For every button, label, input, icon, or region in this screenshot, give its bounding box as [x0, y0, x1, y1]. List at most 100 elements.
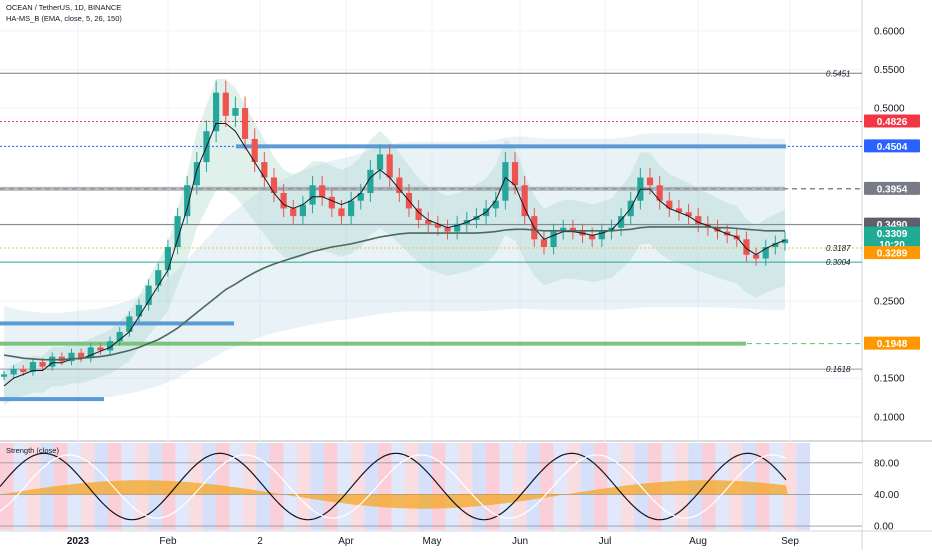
- osc-stripe: [243, 443, 257, 530]
- blue-zone-bottom: [0, 397, 104, 402]
- price-label-text-current-bg: 0.3490: [877, 220, 908, 231]
- line-label: 0.3004: [826, 258, 851, 267]
- candle-body: [39, 362, 46, 367]
- candle-body: [617, 216, 625, 228]
- osc-stripe: [783, 443, 797, 530]
- osc-tick-label: 80.00: [874, 458, 899, 469]
- candle-body: [319, 185, 326, 197]
- candle-body: [502, 162, 509, 201]
- candle-body: [444, 227, 451, 232]
- candle-body: [367, 169, 374, 193]
- osc-stripe: [310, 443, 324, 530]
- price-label-text-orange: 0.3289: [877, 249, 908, 260]
- y-tick-label: 0.2500: [874, 297, 905, 308]
- y-tick-label: 0.5500: [874, 65, 905, 76]
- candle-body: [280, 192, 287, 209]
- osc-stripe: [351, 443, 365, 530]
- candle-body: [656, 185, 663, 201]
- candle-body: [348, 200, 355, 217]
- candle-body: [193, 162, 200, 186]
- blue-zone: [236, 144, 786, 149]
- candle-body: [434, 223, 441, 228]
- x-tick-label: Jun: [512, 536, 528, 547]
- osc-stripe: [324, 443, 338, 530]
- osc-stripe: [540, 443, 554, 530]
- osc-stripe: [364, 443, 378, 530]
- candle-body: [261, 162, 268, 178]
- x-tick-label: Feb: [159, 536, 177, 547]
- price-label-blue: [864, 139, 920, 153]
- y-tick-label: 0.5000: [874, 104, 905, 115]
- line-label: 0.1618: [826, 365, 851, 374]
- oscillator-label: Strength (close): [6, 446, 59, 455]
- candle-body: [87, 347, 94, 359]
- y-tick-label: 0.1000: [874, 412, 905, 423]
- outer-band: [4, 133, 785, 400]
- candle-body: [29, 362, 37, 373]
- candle-body: [222, 92, 229, 116]
- candle-body: [646, 177, 654, 186]
- candle-body: [357, 192, 364, 201]
- y-tick-label: 0.1500: [874, 374, 905, 385]
- candle-body: [386, 154, 393, 178]
- candle-body: [49, 356, 56, 367]
- candle-body: [415, 208, 422, 220]
- x-tick-label: May: [423, 536, 442, 547]
- price-label-gray-dark: [864, 181, 920, 195]
- osc-stripe: [391, 443, 405, 530]
- candle-body: [241, 108, 249, 139]
- candle-body: [270, 177, 278, 193]
- price-label-last: [864, 226, 920, 240]
- osc-stripe: [13, 443, 27, 530]
- candle-body: [328, 196, 335, 209]
- line-label: 0.3187: [826, 244, 851, 253]
- candle-body: [540, 239, 548, 248]
- osc-stripe: [40, 443, 54, 530]
- candle-body: [184, 185, 191, 217]
- candle-body: [174, 216, 181, 248]
- candle-body: [164, 247, 172, 271]
- osc-stripe: [337, 443, 351, 530]
- candle-body: [781, 239, 789, 244]
- osc-stripe: [796, 443, 810, 530]
- candle-body: [97, 347, 104, 351]
- osc-stripe: [229, 443, 243, 530]
- osc-stripe: [486, 443, 500, 530]
- x-tick-label: Sep: [781, 536, 799, 547]
- osc-line-slow: [0, 454, 787, 519]
- candle-body: [454, 223, 461, 232]
- candle-body: [299, 204, 306, 217]
- osc-stripe: [513, 443, 527, 530]
- candle-body: [560, 227, 567, 232]
- candle-body: [232, 108, 239, 116]
- candle-body: [126, 316, 133, 332]
- candle-body: [376, 154, 384, 170]
- candle-body: [752, 254, 760, 259]
- green-zone: [0, 341, 746, 346]
- osc-stripe: [580, 443, 594, 530]
- fast-ema-line: [3, 123, 786, 387]
- candle-body: [695, 216, 702, 224]
- osc-stripe: [607, 443, 621, 530]
- x-tick-label: 2023: [67, 536, 90, 547]
- candle-body: [598, 231, 605, 240]
- price-label-text-gray-dark: 0.3954: [877, 184, 908, 195]
- osc-stripe: [553, 443, 567, 530]
- osc-stripe: [594, 443, 608, 530]
- candle-body: [492, 200, 499, 209]
- indicator-label: HA-MS_B (EMA, close, 5, 26, 150): [6, 14, 122, 23]
- price-label-text-orange-low: 0.1948: [877, 339, 908, 350]
- osc-tick-label: 0.00: [874, 522, 894, 533]
- osc-stripe: [270, 443, 284, 530]
- price-label-red: [864, 114, 920, 128]
- candle-body: [685, 212, 692, 217]
- candle-body: [251, 138, 258, 163]
- candle-body: [743, 239, 750, 255]
- candle-body: [106, 341, 114, 351]
- candle-body: [135, 304, 143, 317]
- blue-zone-low: [0, 321, 234, 326]
- candle-body: [155, 270, 162, 286]
- candle-body: [145, 285, 152, 305]
